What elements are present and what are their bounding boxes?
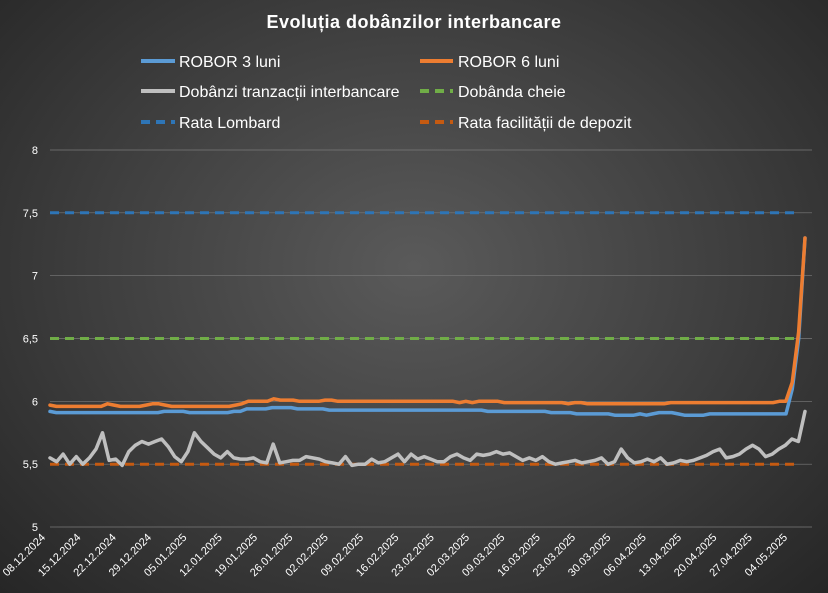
- y-tick-label: 5,5: [23, 459, 38, 471]
- x-axis: 08.12.202415.12.202422.12.202429.12.2024…: [1, 532, 790, 579]
- legend-item-lombard[interactable]: Rata Lombard: [141, 115, 280, 132]
- y-axis: 5 5,5 6 6,5 7 7,5 8: [23, 145, 38, 534]
- series-robor-6-line: [48, 236, 807, 409]
- legend-item-deposit[interactable]: Rata facilității de depozit: [420, 115, 632, 132]
- legend-item-interbank[interactable]: Dobânzi tranzacții interbancare: [141, 84, 400, 101]
- legend: ROBOR 3 luni ROBOR 6 luni Dobânzi tranza…: [141, 54, 632, 132]
- legend-item-robor-6[interactable]: ROBOR 6 luni: [420, 54, 559, 71]
- series-robor-3-line: [48, 236, 807, 417]
- series-interbank-line: [48, 409, 807, 468]
- legend-label-interbank: Dobânzi tranzacții interbancare: [179, 84, 400, 101]
- legend-label-key-rate: Dobânda cheie: [458, 84, 566, 101]
- y-tick-label: 5: [32, 522, 38, 534]
- legend-label-robor-6: ROBOR 6 luni: [458, 54, 559, 71]
- legend-label-lombard: Rata Lombard: [179, 115, 280, 132]
- y-tick-label: 8: [32, 145, 38, 157]
- y-tick-label: 7,5: [23, 208, 38, 220]
- y-tick-label: 6,5: [23, 334, 38, 346]
- legend-item-robor-3[interactable]: ROBOR 3 luni: [141, 54, 280, 71]
- plot-area: [48, 211, 807, 468]
- legend-item-key-rate[interactable]: Dobânda cheie: [420, 84, 566, 101]
- legend-label-deposit: Rata facilității de depozit: [458, 115, 632, 132]
- y-tick-label: 7: [32, 271, 38, 283]
- legend-label-robor-3: ROBOR 3 luni: [179, 54, 280, 71]
- y-tick-label: 6: [32, 396, 38, 408]
- chart-title: Evoluția dobânzilor interbancare: [266, 12, 561, 32]
